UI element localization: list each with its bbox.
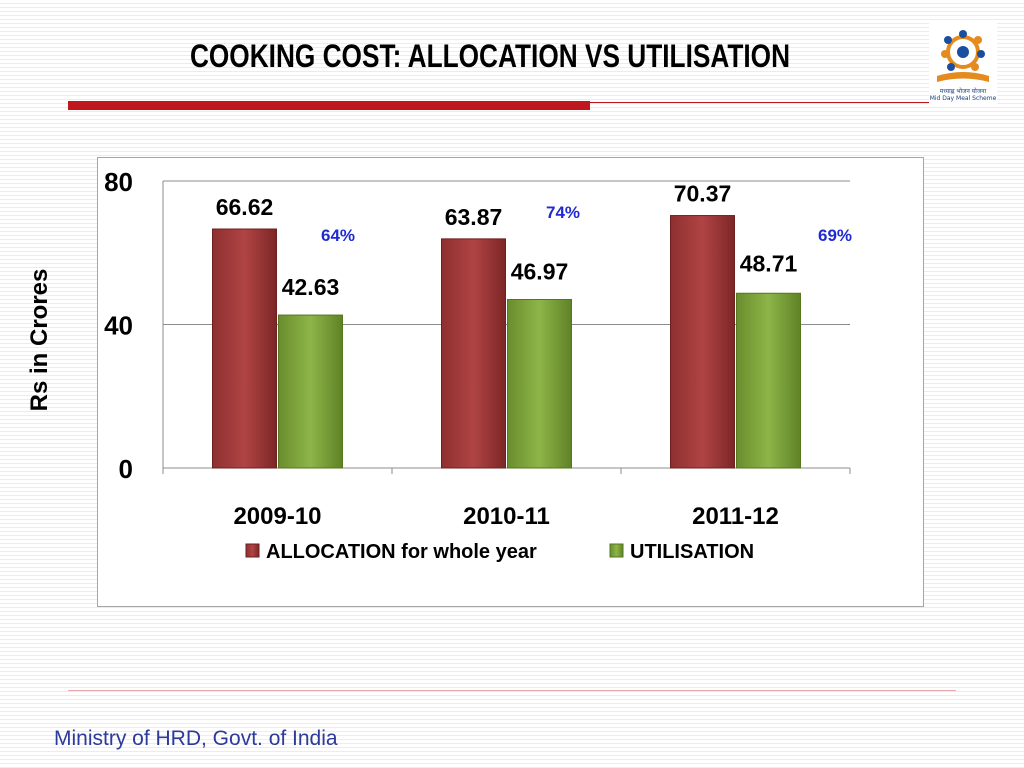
utilisation-percent-label: 64% <box>321 226 355 245</box>
logo-book <box>937 72 989 82</box>
title-underline-thin <box>590 102 960 103</box>
y-axis-label: Rs in Crores <box>26 268 53 412</box>
mid-day-meal-logo <box>929 20 997 106</box>
chart-area: 0 40 80 66.62 42.63 2009-10 63.87 46.97 2010-11 7… <box>97 157 924 607</box>
allocation-value-label: 66.62 <box>216 194 274 220</box>
allocation-bar <box>441 238 506 469</box>
x-category-label: 2011-12 <box>692 503 779 530</box>
allocation-value-label: 70.37 <box>674 181 732 207</box>
footer-rule <box>68 690 956 691</box>
legend-label-utilisation: UTILISATION <box>630 541 754 563</box>
logo-graphic <box>937 30 989 82</box>
utilisation-percent-label: 69% <box>818 226 852 245</box>
y-tick-label: 0 <box>119 454 133 484</box>
utilisation-percent-label: 74% <box>546 203 580 222</box>
y-tick-label: 80 <box>104 167 133 197</box>
logo-caption-english: Mid Day Meal Scheme <box>929 95 997 102</box>
utilisation-value-label: 46.97 <box>511 258 569 284</box>
footer-text: Ministry of HRD, Govt. of India <box>54 727 338 750</box>
utilisation-bar <box>507 298 572 469</box>
bar-chart: 0 40 80 66.62 42.63 2009-10 63.87 46.97 2010-11 7… <box>104 167 852 563</box>
utilisation-bar <box>736 292 801 469</box>
utilisation-bar <box>278 314 343 469</box>
title-underline <box>68 101 590 110</box>
utilisation-value-label: 48.71 <box>740 250 798 276</box>
x-category-label: 2009-10 <box>233 503 321 530</box>
allocation-bar <box>212 228 277 469</box>
x-category-label: 2010-11 <box>463 503 550 530</box>
logo-ring <box>941 30 985 71</box>
legend-label-allocation: ALLOCATION for whole year <box>266 541 537 563</box>
utilisation-value-label: 42.63 <box>282 274 340 300</box>
logo-caption-hindi: मध्याह्न भोजन योजना <box>939 88 987 95</box>
allocation-value-label: 63.87 <box>445 204 503 230</box>
allocation-bar <box>670 215 735 469</box>
legend-swatch-allocation <box>245 543 260 558</box>
slide-title: COOKING COST: ALLOCATION VS UTILISATION <box>189 38 791 74</box>
legend-swatch-utilisation <box>609 543 624 558</box>
y-tick-label: 40 <box>104 311 133 341</box>
